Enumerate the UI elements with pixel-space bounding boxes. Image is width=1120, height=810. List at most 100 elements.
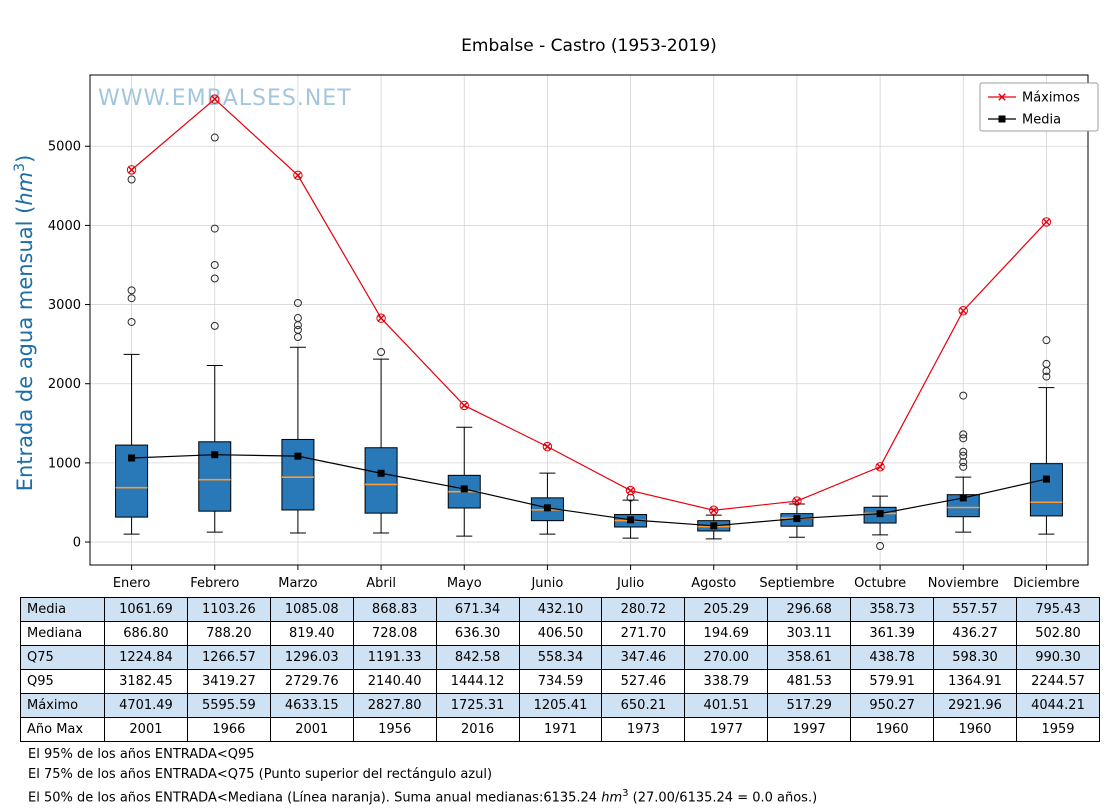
plot-area xyxy=(90,75,1088,565)
x-marker xyxy=(1042,218,1051,226)
table-cell: 194.69 xyxy=(684,621,769,646)
x-tick-label: Septiembre xyxy=(759,576,834,591)
table-cell: 788.20 xyxy=(186,621,271,646)
series-media xyxy=(128,451,1050,530)
table-cell: 3182.45 xyxy=(104,669,188,694)
table-row-máximo: Máximo 4701.49 5595.59 4633.15 2827.80 1725.3… xyxy=(20,693,1101,718)
footnote-1: El 95% de los años ENTRADA<Q95 xyxy=(28,745,817,765)
outlier-point xyxy=(959,451,968,460)
footnote-3-text: El 50% de los años ENTRADA<Mediana (Líne… xyxy=(28,790,602,806)
square-marker xyxy=(710,522,718,530)
x-marker xyxy=(377,314,385,322)
table-row-mediana: Mediana 686.80 788.20 819.40 728.08 636.30 406… xyxy=(20,621,1101,646)
table-cell: 1224.84 xyxy=(104,645,188,670)
outlier-point xyxy=(626,493,635,502)
outlier-point xyxy=(959,458,968,467)
series-line xyxy=(131,98,1047,511)
table-cell: 296.68 xyxy=(767,597,852,622)
table-cell: 795.43 xyxy=(1015,597,1101,622)
x-marker xyxy=(793,497,801,505)
max-marker-circle xyxy=(709,505,719,515)
table-row-media: Media 1061.69 1103.26 1085.08 868.83 671.34 43… xyxy=(20,597,1101,622)
row-label: Año Max xyxy=(20,717,105,742)
table-cell: 1191.33 xyxy=(352,645,437,670)
box-abril xyxy=(364,348,398,534)
table-cell: 868.83 xyxy=(352,597,437,622)
outlier-point xyxy=(1042,372,1051,381)
x-tick-label: Noviembre xyxy=(928,576,999,591)
table-cell: 5595.59 xyxy=(186,693,271,718)
table-cell: 4701.49 xyxy=(104,693,188,718)
outlier-point xyxy=(959,391,968,400)
max-marker-circle xyxy=(293,170,303,180)
series-maximos xyxy=(126,94,1052,515)
y-tick-label: 1000 xyxy=(48,456,81,471)
table-cell: 1103.26 xyxy=(186,597,271,622)
table-cell: 4044.21 xyxy=(1015,693,1101,718)
table-cell: 686.80 xyxy=(104,621,188,646)
outlier-point xyxy=(293,314,302,323)
table-cell: 361.39 xyxy=(850,621,935,646)
outlier-point xyxy=(210,224,219,233)
table-cell: 1956 xyxy=(352,717,437,742)
x-marker xyxy=(543,442,552,451)
table-cell: 2827.80 xyxy=(352,693,437,718)
table-cell: 842.58 xyxy=(435,645,520,670)
square-marker xyxy=(959,494,967,502)
table-cell: 2244.57 xyxy=(1015,669,1101,694)
footnote-3-sup: 3 xyxy=(622,788,629,799)
outlier-point xyxy=(210,133,219,142)
table-cell: 1960 xyxy=(933,717,1017,742)
footnote-3: El 50% de los años ENTRADA<Mediana (Líne… xyxy=(28,784,817,808)
x-tick-label: Abril xyxy=(366,576,396,591)
table-cell: 1296.03 xyxy=(269,645,354,670)
x-tick-label: Octubre xyxy=(854,576,906,591)
x-tick-label: Diciembre xyxy=(1013,576,1079,591)
table-cell: 2140.40 xyxy=(352,669,437,694)
square-marker xyxy=(211,451,219,459)
boxplot-chart: WWW.EMBALSES.NET 0 1000 2000 3000 4000 5000 Ene… xyxy=(12,74,1099,591)
table-cell: 2921.96 xyxy=(933,693,1017,718)
table-cell: 527.46 xyxy=(601,669,686,694)
table-cell: 1977 xyxy=(684,717,769,742)
footnotes: El 95% de los años ENTRADA<Q95 El 75% de… xyxy=(28,745,817,808)
square-marker xyxy=(627,516,635,524)
x-marker xyxy=(211,95,219,103)
square-marker xyxy=(876,510,884,518)
iqr-box xyxy=(1029,463,1063,517)
table-cell: 1061.69 xyxy=(104,597,188,622)
y-tick-label: 2000 xyxy=(48,377,81,392)
square-marker xyxy=(377,469,385,477)
table-cell: 558.34 xyxy=(518,645,603,670)
outlier-point xyxy=(210,260,219,269)
table-cell: 338.79 xyxy=(684,669,769,694)
legend: Máximos Media xyxy=(979,82,1099,132)
outlier-point xyxy=(127,175,136,184)
table-cell: 2001 xyxy=(269,717,354,742)
table-cell: 401.51 xyxy=(684,693,769,718)
table-cell: 1973 xyxy=(601,717,686,742)
table-cell: 517.29 xyxy=(767,693,852,718)
outlier-point xyxy=(127,294,136,303)
table-cell: 205.29 xyxy=(684,597,769,622)
table-cell: 347.46 xyxy=(601,645,686,670)
outlier-point xyxy=(210,321,219,330)
legend-label: Máximos xyxy=(1022,91,1080,106)
legend-label: Media xyxy=(1022,113,1061,128)
outlier-point xyxy=(1042,359,1051,368)
x-marker xyxy=(626,486,635,495)
row-label: Q75 xyxy=(20,645,105,670)
outlier-point xyxy=(1042,336,1051,345)
y-tick-label: 0 xyxy=(73,536,81,551)
square-marker xyxy=(294,452,302,460)
table-cell: 1205.41 xyxy=(518,693,603,718)
table-cell: 598.30 xyxy=(933,645,1017,670)
chart-title: Embalse - Castro (1953-2019) xyxy=(461,36,717,56)
x-marker xyxy=(959,307,967,315)
table-cell: 990.30 xyxy=(1015,645,1101,670)
table-cell: 1266.57 xyxy=(186,645,271,670)
table-cell: 3419.27 xyxy=(186,669,271,694)
max-marker-circle xyxy=(542,441,553,452)
table-cell: 1966 xyxy=(186,717,271,742)
table-cell: 819.40 xyxy=(269,621,354,646)
